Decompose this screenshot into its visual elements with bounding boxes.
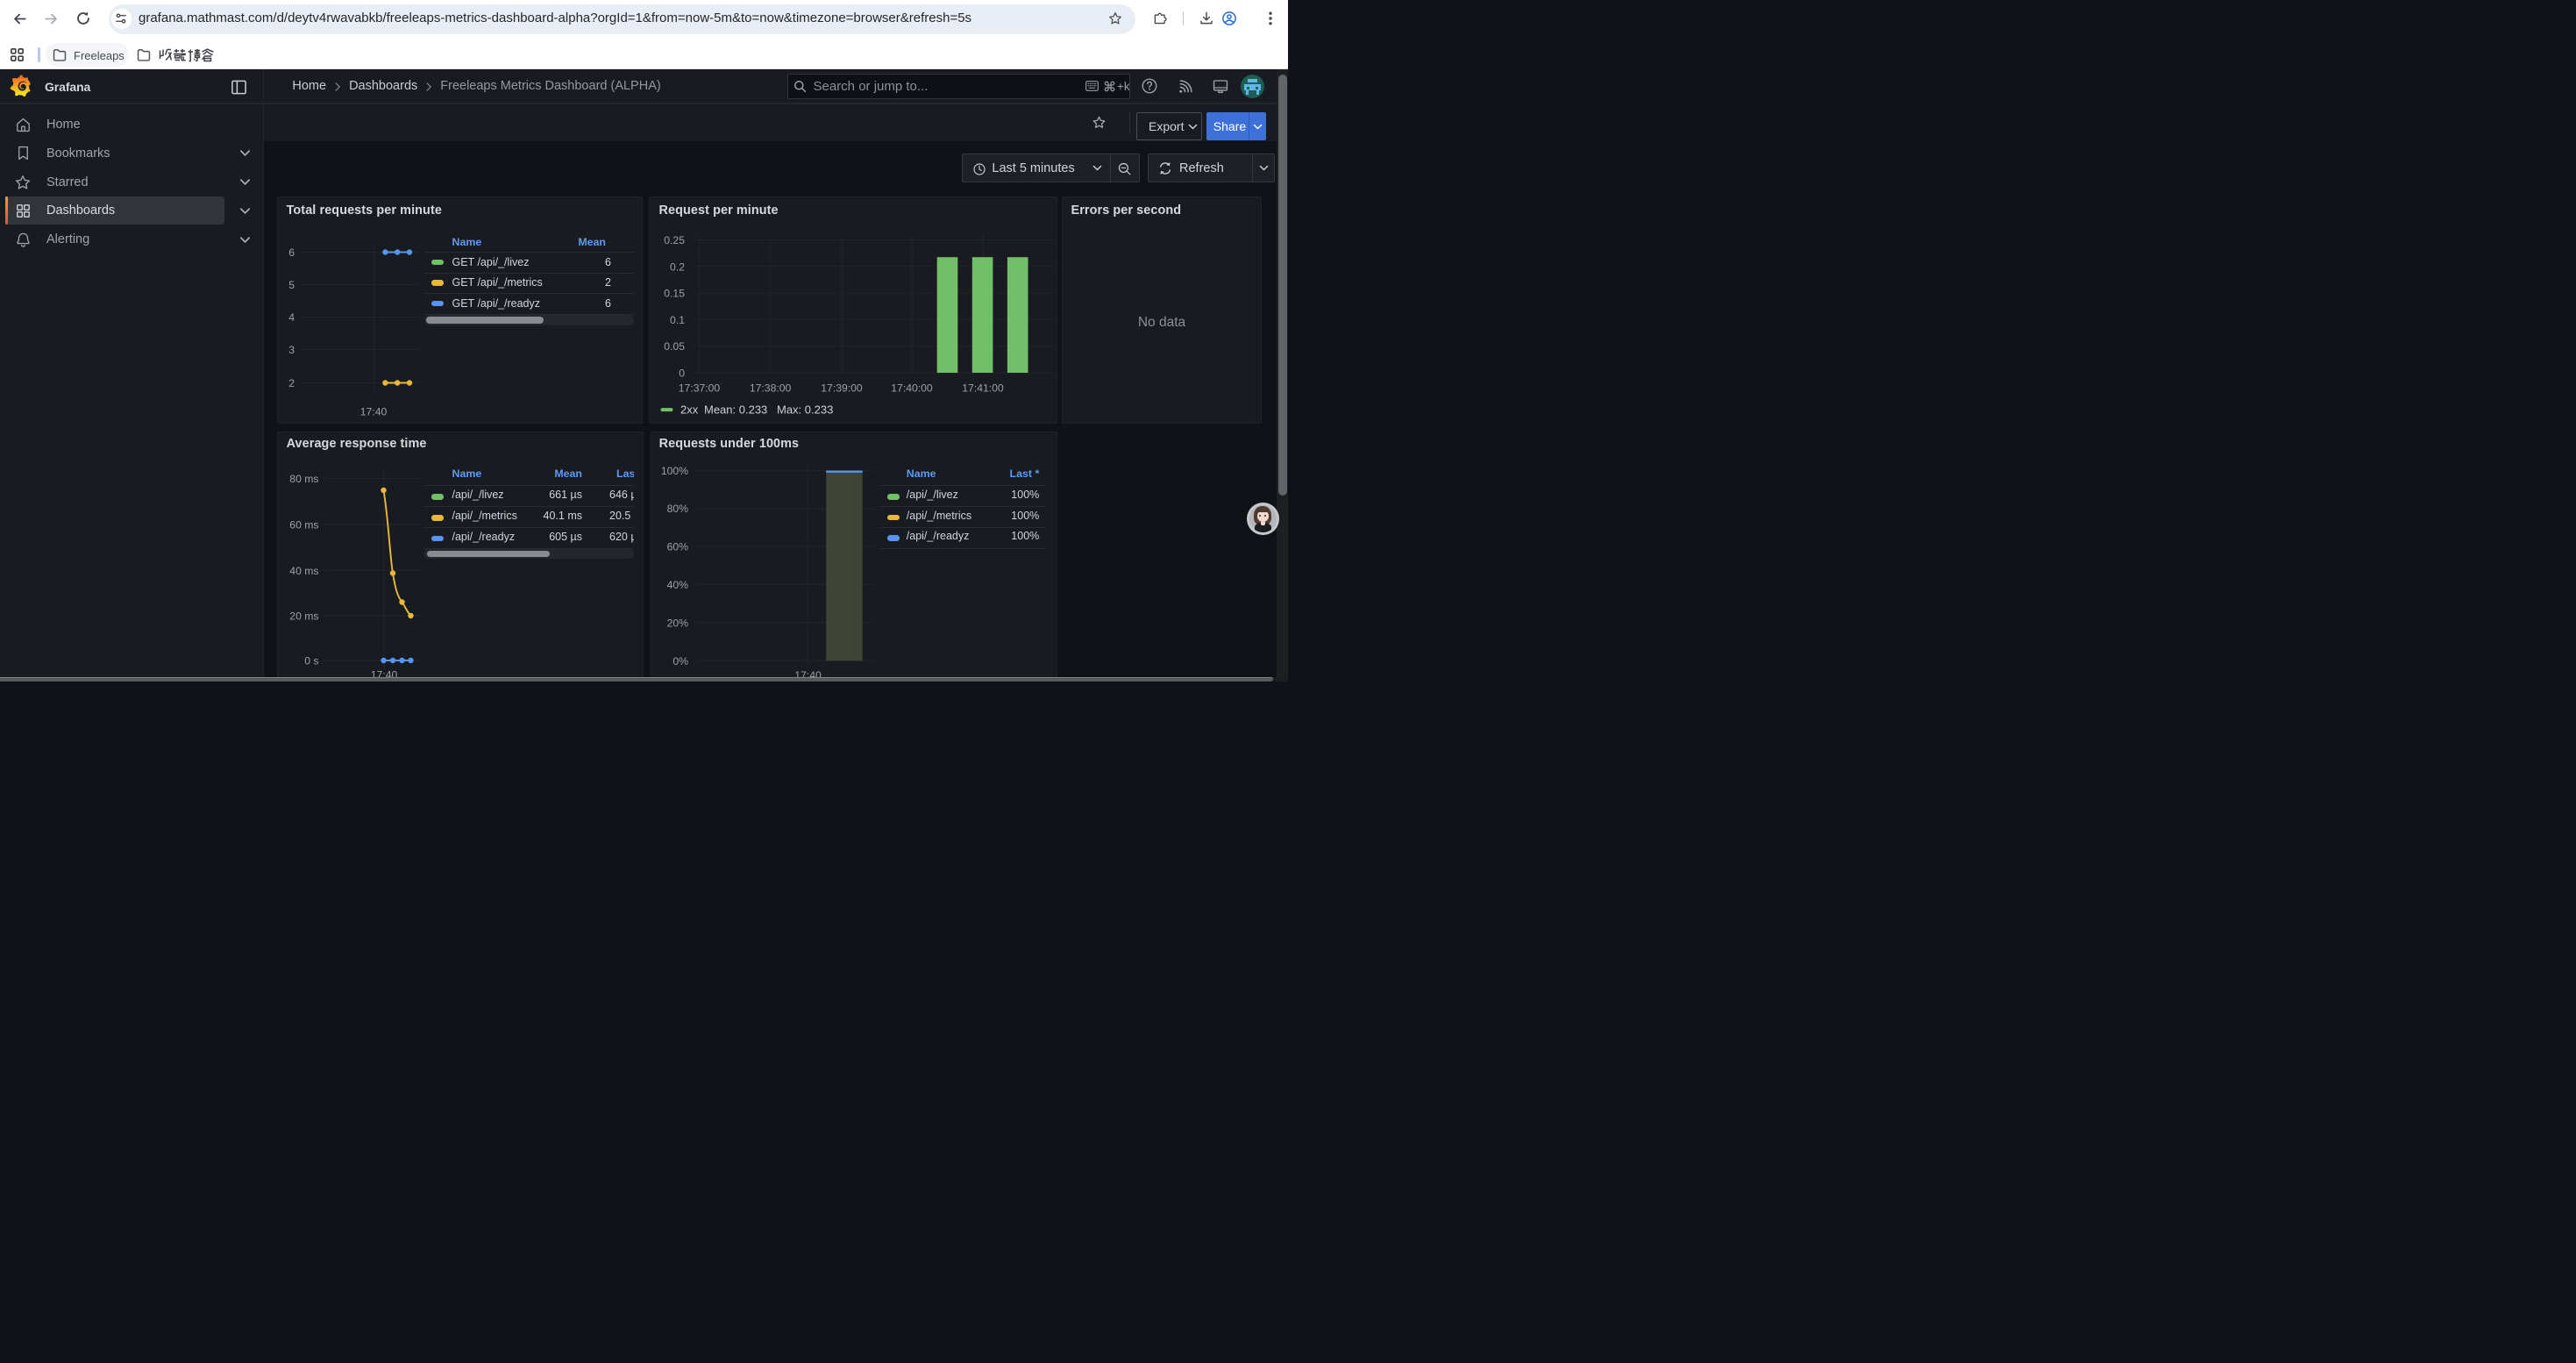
svg-text:17:37:00: 17:37:00 bbox=[679, 382, 721, 394]
svg-text:0.1: 0.1 bbox=[670, 313, 685, 325]
svg-text:80%: 80% bbox=[666, 503, 688, 515]
svg-text:17:39:00: 17:39:00 bbox=[821, 382, 863, 394]
svg-text:0 s: 0 s bbox=[304, 654, 318, 667]
svg-text:3: 3 bbox=[288, 344, 295, 356]
svg-text:17:41:00: 17:41:00 bbox=[962, 382, 1004, 394]
svg-text:0.15: 0.15 bbox=[664, 287, 685, 299]
svg-text:6: 6 bbox=[288, 246, 295, 259]
svg-text:100%: 100% bbox=[660, 464, 687, 476]
svg-text:4: 4 bbox=[288, 311, 295, 324]
svg-text:5: 5 bbox=[288, 279, 295, 291]
svg-text:Max: 0.233: Max: 0.233 bbox=[777, 403, 833, 416]
svg-text:0: 0 bbox=[679, 367, 685, 379]
svg-text:60%: 60% bbox=[666, 540, 688, 553]
svg-text:0.05: 0.05 bbox=[664, 340, 685, 353]
svg-text:2: 2 bbox=[288, 377, 295, 389]
svg-text:0.25: 0.25 bbox=[664, 234, 685, 246]
svg-text:20 ms: 20 ms bbox=[289, 610, 318, 622]
svg-text:2xx: 2xx bbox=[680, 403, 699, 416]
svg-text:17:40:00: 17:40:00 bbox=[891, 382, 933, 394]
svg-text:60 ms: 60 ms bbox=[289, 518, 318, 531]
svg-text:17:38:00: 17:38:00 bbox=[750, 382, 792, 394]
svg-text:40 ms: 40 ms bbox=[289, 565, 318, 577]
svg-text:40%: 40% bbox=[666, 579, 688, 591]
svg-text:0%: 0% bbox=[672, 654, 688, 667]
svg-text:20%: 20% bbox=[666, 617, 688, 629]
svg-text:Mean: 0.233: Mean: 0.233 bbox=[704, 403, 767, 416]
svg-text:0.2: 0.2 bbox=[670, 260, 685, 273]
svg-text:17:40: 17:40 bbox=[360, 405, 388, 417]
svg-text:80 ms: 80 ms bbox=[289, 473, 318, 485]
